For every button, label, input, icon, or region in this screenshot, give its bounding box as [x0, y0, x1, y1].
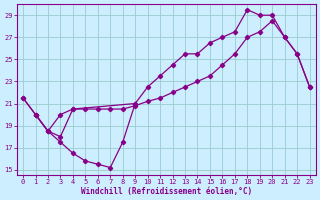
X-axis label: Windchill (Refroidissement éolien,°C): Windchill (Refroidissement éolien,°C): [81, 187, 252, 196]
